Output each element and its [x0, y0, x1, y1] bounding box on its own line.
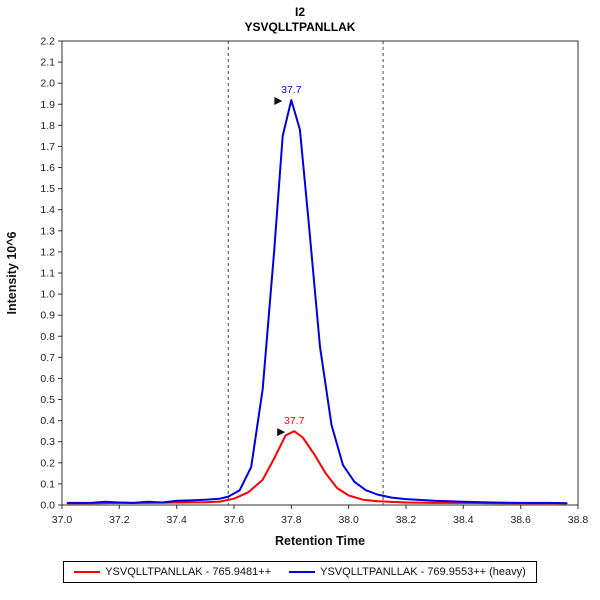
y-tick-label: 0.3 [40, 436, 55, 448]
y-tick-label: 1.0 [40, 289, 55, 301]
y-tick-label: 1.8 [40, 120, 55, 132]
x-tick-label: 38.2 [396, 514, 417, 526]
chromatogram-trace[interactable] [66, 99, 568, 505]
legend-item-light: YSVQLLTPANLLAK - 765.9481++ [74, 566, 271, 578]
y-tick-label: 1.1 [40, 268, 55, 280]
legend-line-red-icon [74, 571, 101, 573]
y-tick-label: 0.9 [40, 310, 55, 322]
x-tick-label: 37.6 [224, 514, 245, 526]
y-tick-label: 1.7 [40, 141, 55, 153]
y-tick-label: 1.2 [40, 246, 55, 258]
y-tick-label: 0.0 [40, 500, 55, 512]
peak-rt-label: 37.7 [284, 415, 305, 427]
x-tick-label: 37.0 [52, 514, 73, 526]
legend-item-heavy: YSVQLLTPANLLAK - 769.9553++ (heavy) [289, 566, 526, 578]
y-tick-label: 1.6 [40, 162, 55, 174]
legend-label-heavy: YSVQLLTPANLLAK - 769.9553++ (heavy) [320, 566, 526, 578]
y-tick-label: 0.1 [40, 478, 55, 490]
x-tick-label: 38.6 [510, 514, 531, 526]
peak-arrow-icon [274, 97, 283, 106]
chart-titles: I2 YSVQLLTPANLLAK [0, 0, 600, 35]
y-tick-label: 0.5 [40, 394, 55, 406]
x-tick-label: 38.4 [453, 514, 474, 526]
y-tick-label: 1.5 [40, 183, 55, 195]
y-tick-label: 0.6 [40, 373, 55, 385]
chromatogram-trace[interactable] [66, 430, 568, 505]
legend: YSVQLLTPANLLAK - 765.9481++ YSVQLLTPANLL… [0, 561, 600, 583]
chart-subtitle: YSVQLLTPANLLAK [244, 20, 356, 34]
chromatogram-svg[interactable]: 0.0 0.1 0.2 0.3 0.4 0.5 0.6 0.7 0.8 0.9 1.0 1.1 1.2 1… [0, 35, 600, 557]
y-tick-label: 1.3 [40, 225, 55, 237]
y-tick-label: 2.2 [40, 36, 55, 48]
legend-box: YSVQLLTPANLLAK - 765.9481++ YSVQLLTPANLL… [63, 561, 537, 583]
x-tick-label: 38.0 [338, 514, 359, 526]
y-tick-label: 0.2 [40, 457, 55, 469]
x-tick-label: 38.8 [568, 514, 589, 526]
x-tick-label: 37.2 [109, 514, 130, 526]
chart-title: I2 [294, 5, 305, 19]
legend-line-blue-icon [289, 571, 316, 573]
y-tick-label: 0.4 [40, 415, 55, 427]
y-axis-title: Intensity 10^6 [5, 231, 19, 314]
y-tick-label: 1.9 [40, 99, 55, 111]
y-tick-label: 0.8 [40, 331, 55, 343]
x-tick-label: 37.4 [166, 514, 187, 526]
y-tick-label: 0.7 [40, 352, 55, 364]
peak-rt-label: 37.7 [281, 84, 302, 96]
chart-area[interactable]: 0.0 0.1 0.2 0.3 0.4 0.5 0.6 0.7 0.8 0.9 1.0 1.1 1.2 1… [0, 35, 600, 557]
x-tick-label: 37.8 [281, 514, 302, 526]
y-tick-label: 2.1 [40, 57, 55, 69]
x-axis-title: Retention Time [275, 534, 365, 548]
y-tick-label: 2.0 [40, 78, 55, 90]
legend-label-light: YSVQLLTPANLLAK - 765.9481++ [105, 566, 272, 578]
peak-arrow-icon [277, 428, 286, 437]
plot-border [61, 40, 579, 506]
y-tick-label: 1.4 [40, 204, 55, 216]
